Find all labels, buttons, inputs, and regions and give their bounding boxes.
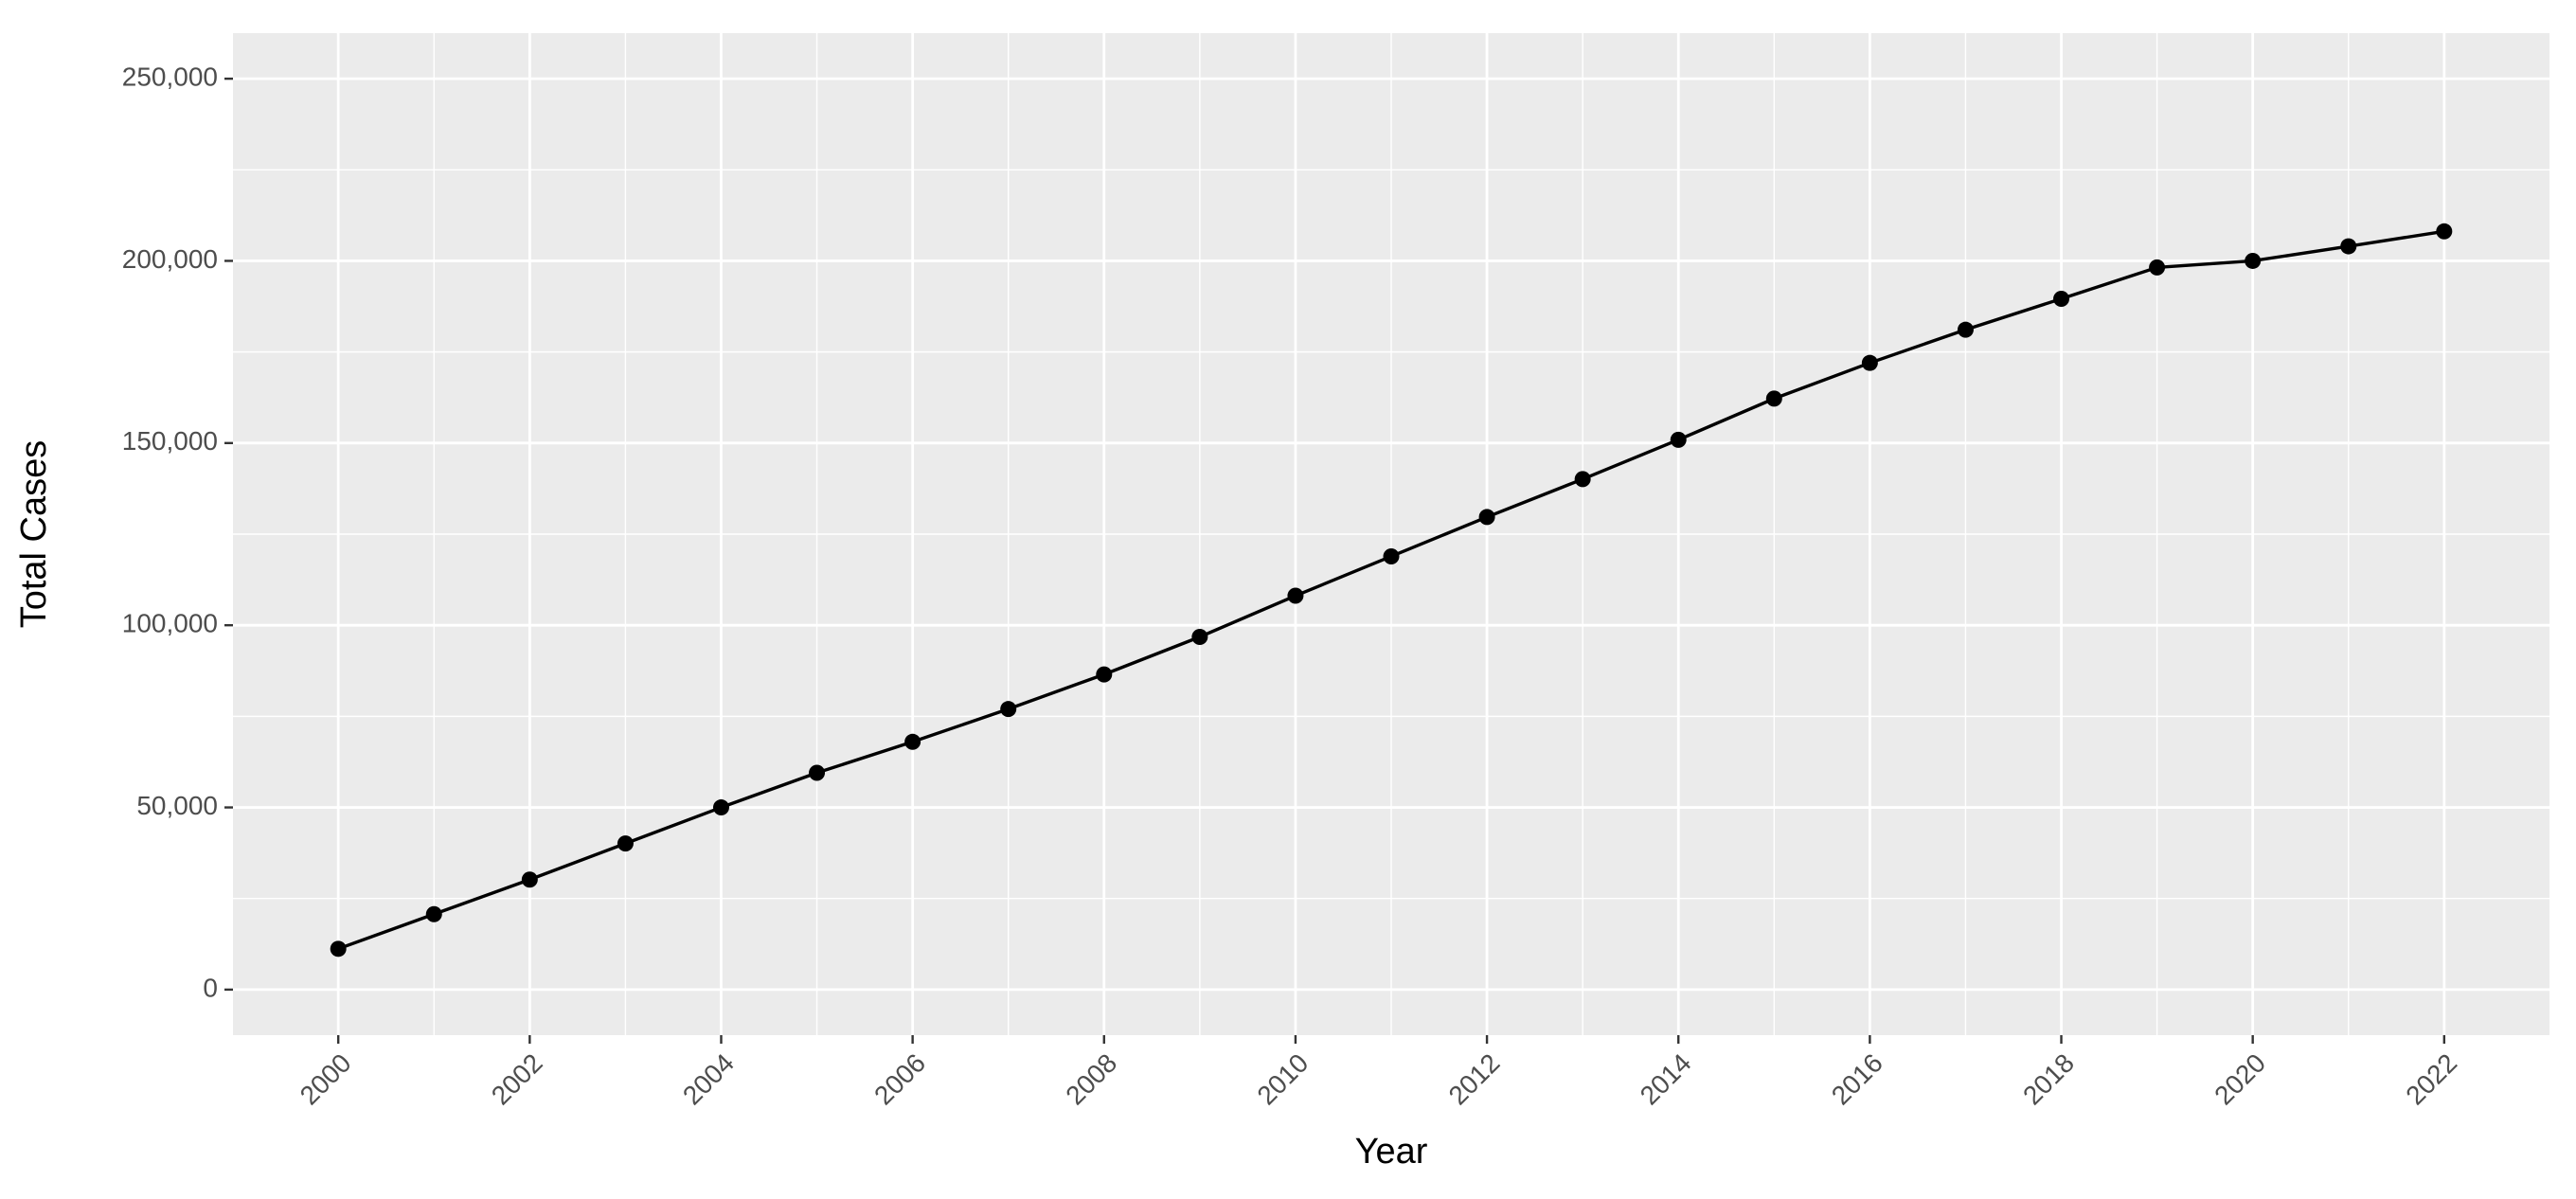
data-point bbox=[904, 733, 921, 750]
data-point bbox=[1096, 666, 1113, 683]
x-tick-label: 2006 bbox=[868, 1048, 931, 1111]
data-point bbox=[1478, 509, 1495, 526]
data-point bbox=[1383, 547, 1400, 564]
data-point bbox=[1287, 587, 1304, 604]
data-point bbox=[1574, 471, 1591, 488]
y-tick-label: 0 bbox=[203, 973, 218, 1002]
data-point bbox=[1670, 431, 1687, 448]
x-tick-label: 2014 bbox=[1635, 1048, 1697, 1111]
y-tick-label: 100,000 bbox=[122, 609, 218, 638]
data-point bbox=[712, 799, 729, 816]
y-tick-label: 50,000 bbox=[136, 791, 218, 820]
data-point bbox=[425, 905, 442, 922]
data-point bbox=[617, 835, 634, 852]
x-tick-label: 2016 bbox=[1826, 1048, 1888, 1111]
x-tick-label: 2008 bbox=[1060, 1048, 1122, 1111]
data-point bbox=[2245, 252, 2262, 269]
y-tick-label: 250,000 bbox=[122, 62, 218, 91]
x-tick-label: 2000 bbox=[295, 1048, 357, 1111]
data-point bbox=[1957, 321, 1974, 338]
data-point bbox=[2149, 259, 2166, 276]
marks bbox=[330, 223, 2453, 957]
x-tick-label: 2012 bbox=[1443, 1048, 1506, 1111]
x-tick-label: 2018 bbox=[2017, 1048, 2080, 1111]
x-tick-label: 2004 bbox=[677, 1048, 740, 1111]
data-point bbox=[1765, 390, 1782, 407]
data-point bbox=[1000, 701, 1017, 718]
y-axis-title: Total Cases bbox=[14, 440, 54, 629]
y-tick-label: 200,000 bbox=[122, 244, 218, 274]
data-point bbox=[2053, 290, 2070, 307]
data-point bbox=[1861, 354, 1878, 371]
data-point bbox=[2340, 238, 2357, 255]
data-point bbox=[1191, 628, 1208, 645]
x-axis-title: Year bbox=[1355, 1132, 1428, 1172]
data-point bbox=[2436, 223, 2453, 240]
x-tick-label: 2010 bbox=[1251, 1048, 1314, 1111]
grid bbox=[233, 33, 2549, 1035]
data-point bbox=[521, 871, 538, 888]
data-point bbox=[330, 940, 347, 957]
data-point bbox=[809, 764, 826, 781]
y-tick-label: 150,000 bbox=[122, 426, 218, 456]
x-tick-label: 2020 bbox=[2209, 1048, 2271, 1111]
x-tick-label: 2002 bbox=[486, 1048, 548, 1111]
x-tick-label: 2022 bbox=[2400, 1048, 2462, 1111]
